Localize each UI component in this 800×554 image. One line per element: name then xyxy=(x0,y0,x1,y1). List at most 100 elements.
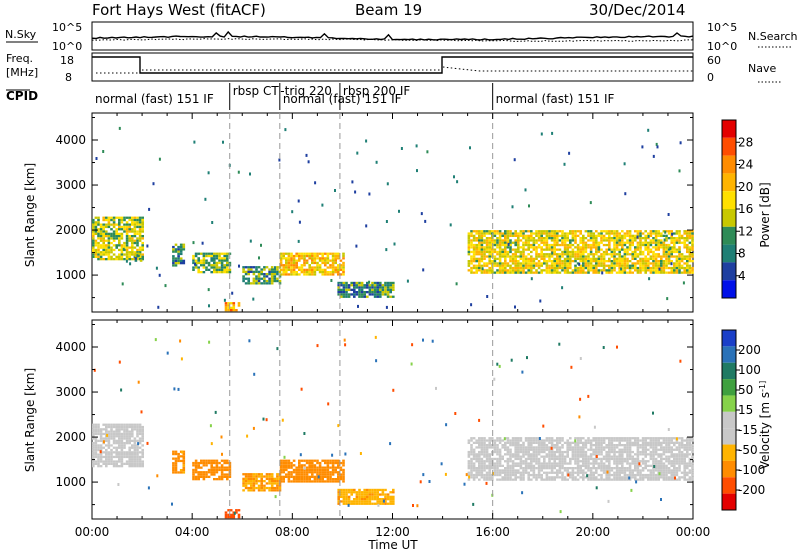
echo-cell xyxy=(673,262,676,265)
echo-cell xyxy=(686,230,689,233)
echo-cell xyxy=(268,473,271,476)
echo-cell xyxy=(311,475,314,478)
echo-cell xyxy=(303,459,306,462)
echo-cell xyxy=(545,266,549,270)
echo-cell xyxy=(125,455,129,459)
echo-cell xyxy=(644,271,647,274)
echo-cell xyxy=(519,457,523,461)
echo-cell xyxy=(675,439,679,442)
echo-cell xyxy=(553,243,556,247)
echo-cell xyxy=(626,230,629,233)
y-tick-label: 3000 xyxy=(55,178,86,192)
echo-cell xyxy=(618,478,621,481)
echo-cell xyxy=(488,269,491,272)
echo-cell xyxy=(282,252,285,255)
echo-cell xyxy=(660,234,663,237)
echo-speck xyxy=(658,267,661,271)
echo-cell xyxy=(207,264,211,267)
echo-cell xyxy=(279,461,283,465)
echo-speck xyxy=(513,158,516,162)
echo-cell xyxy=(574,250,577,254)
echo-cell xyxy=(345,293,348,296)
echo-speck xyxy=(121,282,124,286)
echo-cell xyxy=(123,455,126,459)
echo-cell xyxy=(670,237,673,240)
echo-cell xyxy=(363,291,366,294)
echo-cell xyxy=(644,441,647,444)
echo-cell xyxy=(115,451,118,454)
echo-cell xyxy=(115,235,118,238)
echo-cell xyxy=(202,266,206,269)
echo-cell xyxy=(649,478,653,481)
echo-cell xyxy=(621,455,624,458)
echo-cell xyxy=(210,466,213,469)
echo-cell xyxy=(634,239,637,242)
echo-cell xyxy=(244,482,248,485)
echo-cell xyxy=(118,432,121,436)
echo-cell xyxy=(287,464,291,467)
echo-cell xyxy=(608,246,611,249)
echo-cell xyxy=(131,439,134,442)
colorbar-tick-label: -50 xyxy=(738,443,758,457)
echo-cell xyxy=(618,232,621,235)
echo-cell xyxy=(657,253,660,256)
echo-cell xyxy=(608,441,611,444)
echo-cell xyxy=(563,243,567,247)
echo-cell xyxy=(675,269,679,272)
velocity-colorbar-title: Velocity [m s-1] xyxy=(758,381,772,469)
echo-speck xyxy=(563,162,566,166)
echo-cell xyxy=(311,471,314,474)
echo-cell xyxy=(334,478,337,481)
echo-cell xyxy=(141,439,144,442)
echo-cell xyxy=(626,476,629,479)
echo-cell xyxy=(618,248,621,251)
echo-cell xyxy=(613,269,616,272)
echo-cell xyxy=(276,273,279,276)
echo-cell xyxy=(279,257,283,260)
echo-cell xyxy=(493,248,497,251)
echo-cell xyxy=(587,264,590,267)
echo-cell xyxy=(691,260,694,263)
echo-cell xyxy=(265,475,269,478)
echo-cell xyxy=(107,253,111,256)
echo-cell xyxy=(125,460,129,463)
echo-cell xyxy=(276,279,279,283)
echo-cell xyxy=(618,469,621,472)
echo-cell xyxy=(485,269,489,272)
echo-cell xyxy=(342,273,345,276)
echo-cell xyxy=(519,239,523,242)
echo-cell xyxy=(128,230,131,233)
echo-cell xyxy=(115,448,118,452)
echo-cell xyxy=(602,464,606,467)
echo-cell xyxy=(295,471,298,474)
echo-cell xyxy=(563,271,567,274)
echo-cell xyxy=(136,258,139,261)
echo-cell xyxy=(621,271,624,274)
echo-cell xyxy=(647,473,650,477)
echo-cell xyxy=(355,502,359,505)
echo-cell xyxy=(688,462,692,465)
echo-cell xyxy=(107,460,111,463)
echo-cell xyxy=(210,464,213,467)
echo-cell xyxy=(634,444,637,447)
echo-cell xyxy=(670,248,673,251)
echo-cell xyxy=(292,261,296,265)
echo-cell xyxy=(639,476,642,479)
echo-speck xyxy=(422,268,425,272)
echo-cell xyxy=(610,473,614,477)
echo-cell xyxy=(337,500,340,503)
echo-cell xyxy=(276,475,279,478)
echo-cell xyxy=(483,446,486,449)
echo-cell xyxy=(347,284,351,287)
echo-cell xyxy=(478,266,481,270)
echo-cell xyxy=(218,478,221,481)
echo-cell xyxy=(678,462,681,465)
echo-cell xyxy=(316,254,319,258)
echo-cell xyxy=(202,475,206,478)
echo-cell xyxy=(360,502,364,505)
echo-cell xyxy=(491,248,494,251)
echo-cell xyxy=(665,266,668,270)
echo-cell xyxy=(300,475,304,478)
echo-cell xyxy=(639,453,642,456)
echo-cell xyxy=(120,423,124,426)
